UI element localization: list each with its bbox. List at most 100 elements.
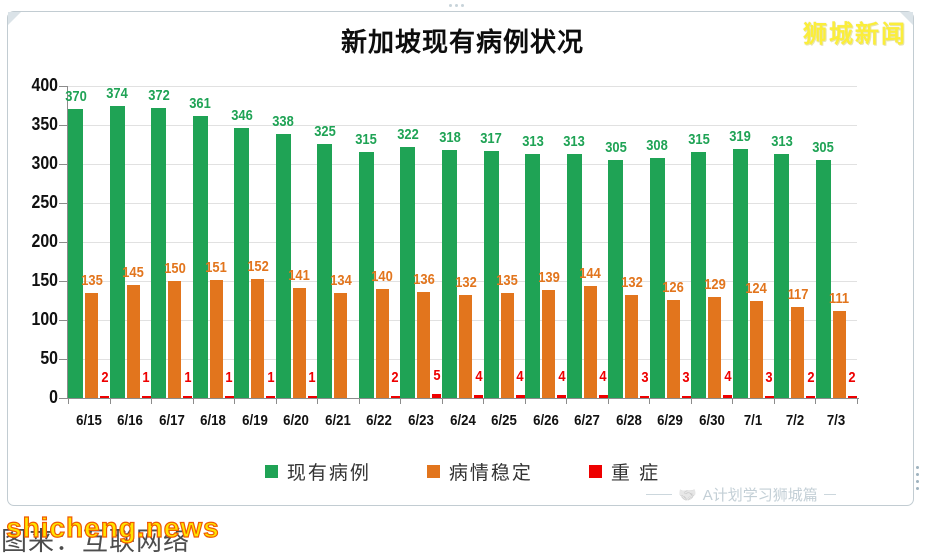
x-axis-label: 7/3	[827, 412, 846, 429]
footer-divider	[646, 494, 672, 495]
bar	[474, 395, 483, 398]
x-axis-label: 6/24	[449, 412, 476, 429]
x-axis-tick	[192, 398, 194, 404]
bar	[806, 396, 816, 398]
bar	[266, 396, 276, 398]
bar	[566, 154, 582, 398]
bar	[583, 286, 597, 398]
bar-value-label: 2	[101, 369, 109, 386]
bar-value-label: 322	[397, 126, 419, 143]
x-axis-tick	[151, 398, 153, 404]
x-axis-tick	[109, 398, 111, 404]
x-axis-tick	[649, 398, 651, 404]
bar	[126, 285, 140, 398]
bar-value-label: 319	[729, 128, 751, 145]
y-axis-tick	[59, 241, 67, 243]
bar	[483, 151, 499, 398]
bar-value-label: 139	[537, 269, 560, 286]
grid-line	[68, 280, 857, 282]
grid-line	[68, 163, 857, 165]
top-drag-handle-icon[interactable]	[449, 4, 464, 7]
corner-fold-icon	[8, 12, 21, 25]
bar-value-label: 313	[521, 133, 544, 150]
bar	[307, 396, 317, 398]
bar	[251, 279, 265, 398]
y-axis-tick-label: 0	[49, 387, 58, 407]
bar	[649, 158, 665, 398]
y-axis-tick-label: 150	[31, 270, 58, 290]
bar-value-label: 325	[314, 123, 336, 140]
bar-value-label: 4	[474, 368, 483, 385]
bar	[192, 116, 208, 398]
x-axis-tick	[607, 398, 609, 404]
y-axis-tick	[59, 85, 67, 87]
y-axis-tick	[59, 280, 67, 282]
bar-value-label: 305	[812, 139, 834, 156]
x-axis-tick	[400, 398, 402, 404]
bar-value-label: 1	[308, 369, 316, 386]
bar	[608, 160, 624, 398]
bar	[598, 395, 608, 398]
bar-value-label: 117	[787, 286, 809, 303]
legend-swatch-icon	[426, 465, 440, 478]
resize-handle-icon[interactable]	[916, 466, 919, 490]
legend-item: 现有病例	[264, 458, 371, 485]
bar	[459, 295, 472, 398]
y-axis-tick-label: 200	[31, 231, 58, 251]
bar	[85, 293, 99, 398]
bar	[542, 290, 556, 398]
bar	[224, 396, 234, 398]
bar-value-label: 1	[225, 369, 233, 386]
x-axis-tick	[773, 398, 775, 404]
y-axis-tick-label: 350	[31, 114, 58, 134]
bar-value-label: 111	[829, 290, 850, 307]
brand-watermark: 狮城新闻	[803, 21, 907, 48]
bar-value-label: 140	[371, 268, 394, 285]
bar-value-label: 2	[848, 369, 856, 386]
bar-value-label: 152	[247, 258, 269, 275]
x-axis-label: 7/1	[743, 412, 763, 429]
x-axis-label: 6/26	[532, 412, 559, 429]
x-axis-label: 6/27	[574, 412, 600, 429]
bar-value-label: 313	[563, 133, 585, 150]
x-axis-label: 6/21	[325, 412, 351, 429]
y-axis-tick	[59, 319, 67, 321]
bar-value-label: 141	[288, 267, 311, 284]
x-axis-tick	[524, 398, 526, 404]
legend-label: 病情稳定	[448, 463, 533, 484]
y-axis-tick-label: 250	[31, 192, 58, 212]
x-axis-label: 6/15	[75, 412, 102, 429]
bar-value-label: 4	[516, 368, 524, 385]
bar	[525, 154, 541, 398]
bar-value-label: 318	[438, 129, 461, 146]
x-axis-tick	[275, 398, 277, 404]
bar	[666, 300, 680, 398]
bar-value-label: 2	[391, 369, 400, 386]
bar	[400, 147, 416, 398]
corner-fold-icon	[900, 12, 913, 25]
bar	[141, 396, 151, 398]
bar-value-label: 144	[579, 265, 601, 282]
bar-value-label: 308	[646, 137, 668, 154]
bar-value-label: 145	[122, 264, 145, 281]
bar	[209, 280, 223, 398]
bar	[691, 152, 707, 398]
bar	[234, 128, 250, 398]
bar-value-label: 151	[205, 259, 228, 276]
bar	[375, 289, 389, 398]
bar	[832, 311, 846, 398]
bar-value-label: 3	[641, 369, 649, 386]
bar-value-label: 132	[620, 274, 643, 291]
bar	[292, 288, 306, 398]
bar	[68, 109, 84, 398]
x-axis-label: 6/17	[158, 412, 185, 429]
bar	[183, 396, 193, 398]
x-axis-label: 7/2	[785, 412, 804, 429]
legend-swatch-icon	[264, 465, 278, 478]
bar-value-label: 126	[662, 279, 684, 296]
bar-value-label: 372	[148, 87, 170, 104]
bar	[764, 396, 774, 398]
bar-value-label: 135	[496, 272, 518, 289]
bar	[708, 297, 722, 398]
